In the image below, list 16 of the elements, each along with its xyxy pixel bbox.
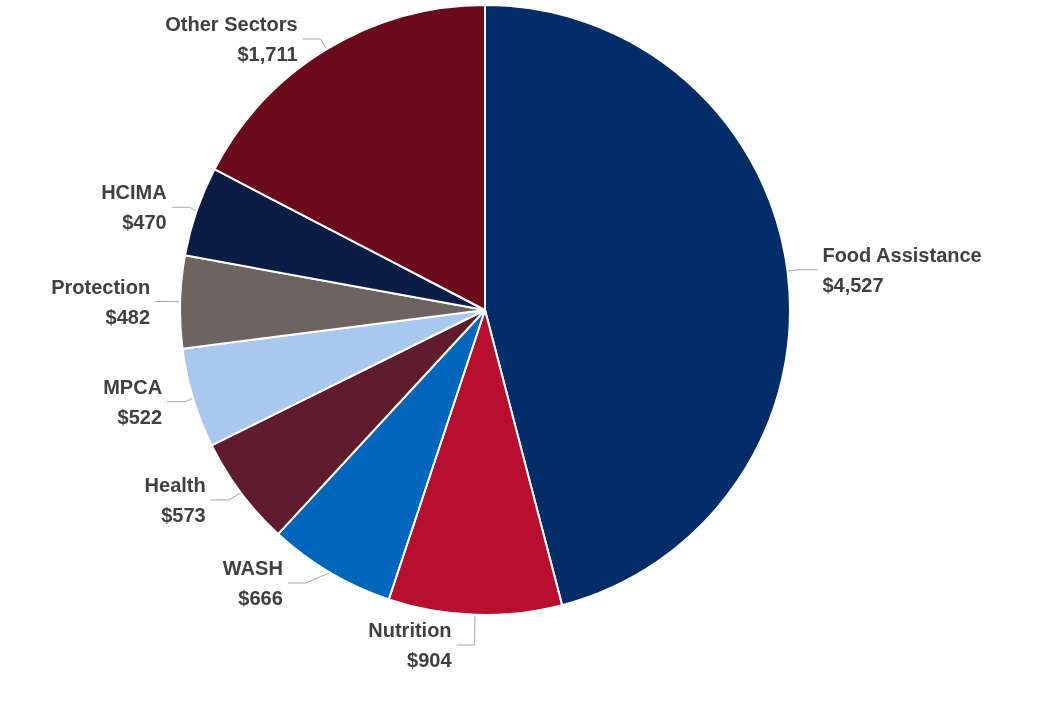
data-label: $470 xyxy=(122,211,167,234)
data-label: $573 xyxy=(161,503,206,526)
data-label: $482 xyxy=(105,305,151,328)
data-label: $666 xyxy=(238,586,283,609)
slice-label: Protection xyxy=(51,275,151,298)
slice-label: Food Assistance xyxy=(822,243,982,266)
slice-label: HCIMA xyxy=(101,181,167,204)
data-label: $1,711 xyxy=(237,43,298,65)
data-label: $904 xyxy=(407,648,453,671)
data-label: $522 xyxy=(117,405,163,428)
slice-label: Health xyxy=(144,473,206,496)
slice-label: WASH xyxy=(222,556,283,579)
slice-label: Other Sectors xyxy=(165,13,298,35)
data-label: $4,527 xyxy=(822,273,884,296)
slice-label: MPCA xyxy=(103,375,163,398)
slice-label: Nutrition xyxy=(368,618,452,641)
